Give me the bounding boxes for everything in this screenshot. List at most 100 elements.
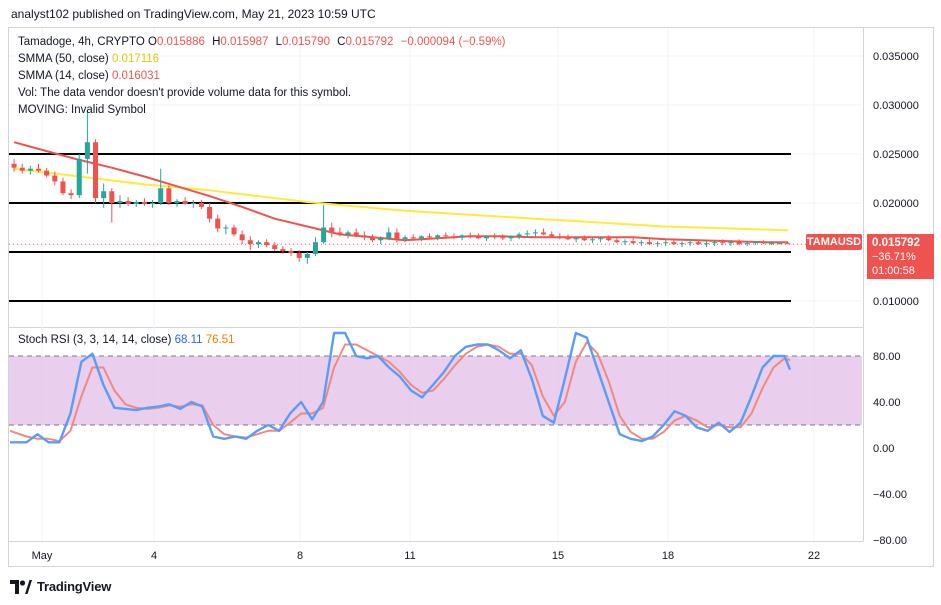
symbol-price-tag: TAMAUSD [806, 234, 862, 250]
stoch-tick-label: 0.00 [873, 443, 894, 455]
candle-body [345, 232, 351, 235]
candle-body [516, 234, 522, 237]
smma50-value: 0.017116 [111, 53, 160, 65]
high-label: H [212, 36, 221, 48]
stoch-band-fill [9, 356, 862, 425]
candle-body [378, 238, 384, 241]
low-label: L [275, 36, 282, 48]
candle-body [361, 235, 367, 238]
close-value: 0.015792 [345, 36, 394, 48]
candle-body [394, 232, 400, 240]
tradingview-logo[interactable]: TradingView [10, 579, 111, 594]
candle-body [581, 238, 587, 241]
smma50-legend[interactable]: SMMA (50, close) 0.017116 [18, 51, 159, 68]
candle-body [410, 237, 416, 239]
chart-frame [8, 27, 934, 567]
candle-body [646, 242, 652, 245]
candle-body [728, 242, 734, 244]
candle-body [304, 253, 310, 258]
volume-note-text: Vol: The data vendor doesn't provide vol… [18, 87, 352, 99]
candle-body [760, 242, 767, 244]
candle-body [272, 245, 278, 250]
candle-body [426, 236, 433, 238]
tradingview-brand: TradingView [37, 579, 112, 594]
candle-body [239, 234, 245, 241]
candle-body [655, 243, 661, 245]
candle-body [492, 236, 498, 238]
smma14-legend[interactable]: SMMA (14, close) 0.016031 [18, 68, 160, 85]
candle-body [296, 252, 302, 258]
candle-body [215, 218, 221, 229]
last-price: 0.015792 [872, 237, 920, 249]
candle-body [223, 227, 229, 229]
price-tick-label: 0.010000 [873, 296, 919, 308]
candle-body [68, 193, 74, 196]
price-tick-label: 0.030000 [873, 100, 919, 112]
candle-body [101, 191, 107, 199]
candle-body [190, 203, 196, 204]
stoch-legend[interactable]: Stoch RSI (3, 3, 14, 14, close) 68.11 76… [18, 332, 235, 349]
candle-body [671, 242, 677, 245]
candle-body [158, 188, 164, 203]
time-tick-label: May [32, 550, 53, 562]
candle-body [35, 168, 42, 171]
candle-body [785, 243, 791, 245]
time-axis-line [9, 541, 863, 542]
stoch-tick-label: −80.00 [873, 535, 907, 547]
change-value: −0.000094 (−0.59%) [400, 36, 506, 48]
price-tick-label: 0.020000 [873, 198, 919, 210]
candle-body [44, 170, 50, 176]
stoch-axis-labels: 80.00 40.00 0.00 −40.00 −80.00 [873, 351, 907, 547]
support-resistance-lines [9, 153, 791, 302]
candle-body [312, 242, 318, 254]
candle-body [321, 227, 327, 243]
candle-body [589, 239, 595, 241]
moving-note: MOVING: Invalid Symbol [18, 102, 146, 119]
last-change-pct: −36.71% [872, 251, 916, 263]
low-value: 0.015790 [282, 36, 330, 48]
price-tick-label: 0.035000 [873, 51, 919, 63]
candle-body [443, 235, 449, 237]
candle-body [207, 206, 213, 219]
candle-body [133, 202, 139, 204]
candle-body [93, 142, 99, 199]
price-axis-labels: 0.035000 0.030000 0.025000 0.020000 0.010000 [873, 51, 919, 308]
stoch-tick-label: −40.00 [873, 489, 907, 501]
candle-body [280, 249, 286, 252]
candle-body [630, 241, 636, 244]
candle-body [598, 238, 604, 240]
candle-body [459, 235, 465, 238]
time-axis-labels: May 4 8 11 15 18 22 [32, 550, 821, 562]
smma-50-path [13, 167, 788, 232]
smma-50-line [13, 167, 788, 232]
tradingview-logo-icon [10, 579, 32, 594]
time-tick-label: 15 [552, 550, 564, 562]
time-tick-label: 18 [662, 550, 674, 562]
candle-body [329, 227, 335, 233]
candle-body [736, 242, 742, 245]
candle-body [288, 251, 294, 253]
candle-body [573, 238, 579, 240]
smma14-label: SMMA (14, close) [18, 70, 109, 82]
close-label: C [337, 36, 346, 48]
open-label: O [147, 36, 157, 48]
bar-countdown: 01:00:58 [872, 265, 915, 277]
candle-body [369, 237, 376, 241]
stoch-band [9, 355, 862, 426]
candle-body [141, 202, 147, 204]
candle-body [166, 188, 172, 203]
candle-body [435, 235, 441, 238]
candlesticks [11, 109, 791, 264]
smma14-value: 0.016031 [111, 70, 160, 82]
candle-body [679, 243, 685, 245]
candle-body [541, 232, 547, 235]
candle-body [264, 242, 270, 246]
candle-body [777, 243, 783, 245]
candle-body [720, 242, 726, 244]
publisher-caption: analyst102 published on TradingView.com,… [11, 7, 376, 21]
candle-body [752, 242, 758, 244]
symbol-name[interactable]: Tamadoge, 4h, CRYPTO [18, 36, 145, 48]
candle-body [198, 203, 204, 207]
candle-body [117, 201, 123, 203]
